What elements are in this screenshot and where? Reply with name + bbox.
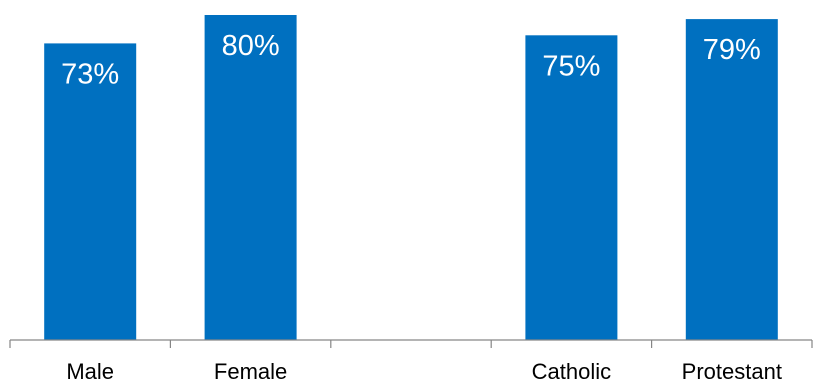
data-label-female: 80% xyxy=(222,30,280,62)
bar-male xyxy=(44,43,137,341)
x-axis xyxy=(9,339,813,348)
tick-label-male: Male xyxy=(66,359,114,383)
data-label-male: 73% xyxy=(61,58,119,90)
labels-group: 73% Male 80% Female 75% Catholic 79% Protestant xyxy=(61,30,782,383)
tick-label-female: Female xyxy=(214,359,287,383)
bar-female xyxy=(204,15,297,340)
bar-catholic xyxy=(525,35,618,341)
data-label-catholic: 75% xyxy=(542,50,600,82)
tick-label-catholic: Catholic xyxy=(532,359,611,383)
bar-protestant xyxy=(685,19,778,340)
data-label-protestant: 79% xyxy=(703,34,761,66)
bars-group xyxy=(44,15,778,341)
tick-label-protestant: Protestant xyxy=(682,359,782,383)
